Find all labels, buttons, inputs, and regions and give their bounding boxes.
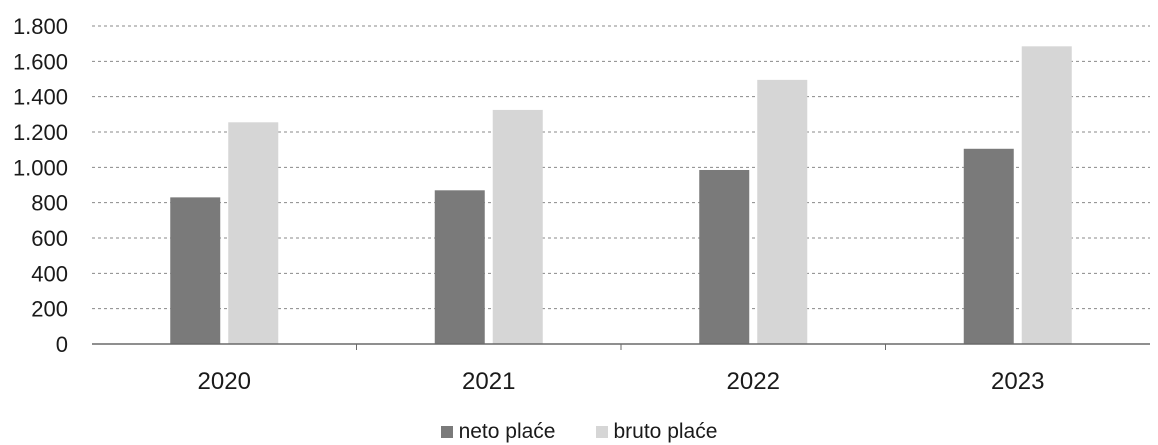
legend-swatch-bruto bbox=[595, 426, 608, 438]
y-tick-label: 1.800 bbox=[13, 14, 68, 39]
legend-item-neto: neto plaće bbox=[440, 420, 556, 444]
y-tick-label: 200 bbox=[31, 297, 68, 322]
x-tick-label: 2023 bbox=[991, 368, 1044, 395]
y-tick-label: 400 bbox=[31, 261, 68, 286]
x-tick-label: 2022 bbox=[727, 368, 780, 395]
y-axis: 0 200 400 600 800 1.000 1.200 1.400 1.600 1.800 bbox=[13, 14, 68, 357]
bar-bruto-2020 bbox=[228, 122, 279, 345]
legend-item-bruto: bruto plaće bbox=[595, 420, 718, 444]
x-tick-label: 2020 bbox=[198, 368, 251, 395]
y-tick-label: 600 bbox=[31, 226, 68, 251]
x-axis: 2020 2021 2022 2023 bbox=[92, 343, 1150, 395]
y-tick-label: 1.600 bbox=[13, 49, 68, 74]
bar-neto-2021 bbox=[434, 190, 485, 344]
bar-bruto-2021 bbox=[492, 109, 543, 345]
y-tick-label: 1.200 bbox=[13, 120, 68, 145]
x-tick-label: 2021 bbox=[462, 368, 515, 395]
bar-bruto-2023 bbox=[1021, 46, 1072, 345]
legend: neto plaće bruto plaće bbox=[0, 420, 1158, 444]
legend-label-neto: neto plaće bbox=[458, 420, 556, 443]
bar-neto-2022 bbox=[699, 169, 750, 344]
bar-neto-2023 bbox=[963, 148, 1014, 344]
legend-swatch-neto bbox=[440, 426, 453, 438]
y-tick-label: 1.400 bbox=[13, 85, 68, 110]
bar-bruto-2022 bbox=[757, 79, 808, 344]
y-tick-label: 1.000 bbox=[13, 155, 68, 180]
y-tick-label: 800 bbox=[31, 191, 68, 216]
legend-label-bruto: bruto plaće bbox=[613, 420, 718, 443]
bar-neto-2020 bbox=[170, 197, 221, 344]
bars bbox=[170, 46, 1072, 345]
y-tick-label: 0 bbox=[56, 332, 68, 357]
bar-chart: 0 200 400 600 800 1.000 1.200 1.400 1.600 1.800 2… bbox=[13, 14, 1150, 395]
